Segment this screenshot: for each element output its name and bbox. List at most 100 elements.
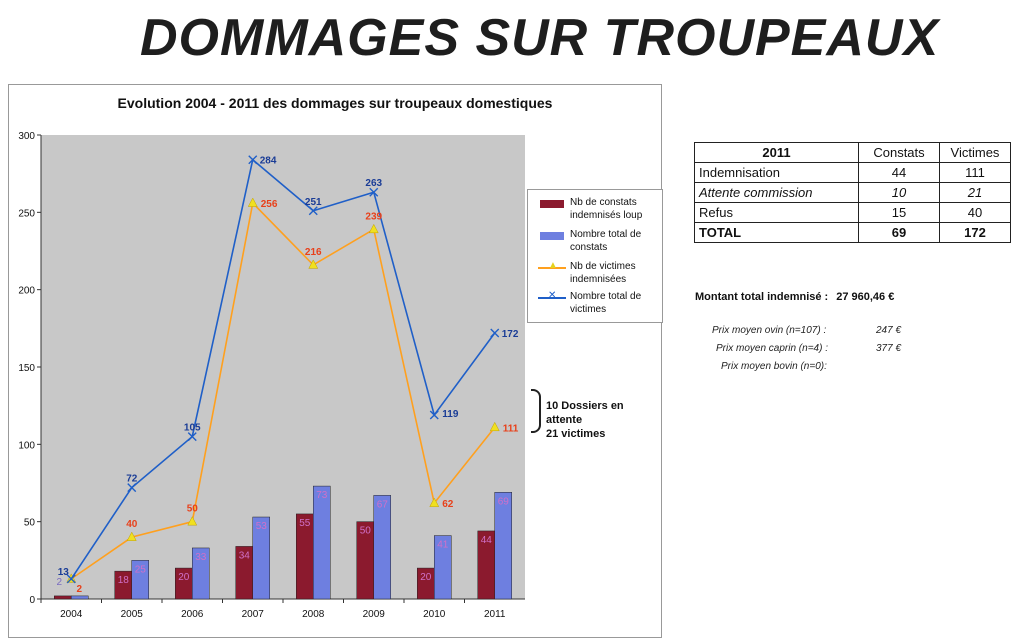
- annotation-line-1: 10 Dossiers en attente: [546, 400, 624, 426]
- total-victimes-marker: [66, 574, 76, 584]
- y-tick-label: 50: [24, 518, 36, 529]
- victimes-marker: [247, 197, 258, 207]
- y-tick-label: 100: [18, 440, 35, 451]
- table-cell-victimes: 172: [939, 222, 1011, 243]
- x-tick-label: 2005: [121, 609, 144, 620]
- table-cell-victimes: 40: [939, 202, 1011, 223]
- table-header-constats: Constats: [858, 142, 940, 163]
- table-cell-constats: 15: [858, 202, 940, 223]
- bar-label-total-constats: 67: [377, 499, 389, 510]
- x-tick-label: 2008: [302, 609, 325, 620]
- legend-item-total-constats: Nombre total de constats: [536, 228, 660, 258]
- bar-label-constats: 20: [420, 572, 432, 583]
- label-total-victimes: 119: [442, 409, 459, 420]
- victimes-marker: [489, 421, 500, 432]
- annotation-line-2: 21 victimes: [546, 428, 606, 440]
- bar-label-constats: 34: [239, 550, 251, 561]
- chart-title: Evolution 2004 - 2011 des dommages sur t…: [117, 95, 553, 111]
- label-victimes: 239: [365, 211, 382, 222]
- legend-label-victimes: Nb de victimes indemnisées: [570, 261, 636, 285]
- legend-swatch-total-constats: [540, 232, 564, 240]
- label-total-victimes: 263: [365, 178, 382, 189]
- chart-frame: Evolution 2004 - 2011 des dommages sur t…: [8, 84, 663, 638]
- prix-caprin-value: 377 €: [876, 343, 902, 354]
- prix-caprin-label: Prix moyen caprin (n=4) :: [716, 343, 828, 354]
- page-title: DOMMAGES SUR TROUPEAUX: [140, 9, 940, 67]
- label-victimes: 216: [305, 247, 322, 258]
- table-cell-label: Attente commission: [694, 182, 859, 203]
- bar-total-constats: [252, 516, 270, 600]
- annotation: 10 Dossiers en attente 21 victimes: [546, 399, 661, 441]
- legend-item-victimes: ▲ Nb de victimes indemnisées: [536, 260, 660, 290]
- table-cell-label: TOTAL: [694, 222, 859, 243]
- bar-total-constats: [373, 495, 391, 600]
- table-cell-constats: 69: [858, 222, 940, 243]
- victimes-marker: [126, 531, 137, 541]
- bar-total-constats: [434, 535, 452, 600]
- legend-label-total-victimes: Nombre total de victimes: [570, 291, 642, 315]
- bar-total-constats: [71, 595, 89, 600]
- label-victimes: 40: [126, 519, 138, 530]
- victimes-marker: [187, 516, 198, 526]
- legend-item-total-victimes: ✕ Nombre total de victimes: [536, 290, 660, 320]
- prix-ovin-value: 247 €: [876, 325, 902, 336]
- table-row: Refus 15 40: [694, 202, 1011, 223]
- y-tick-label: 0: [29, 595, 35, 606]
- table-header-victimes: Victimes: [939, 142, 1011, 163]
- montant-total: Montant total indemnisé : 27 960,46 €: [695, 291, 894, 303]
- y-tick-label: 200: [18, 286, 35, 297]
- bar-label-constats: 55: [299, 518, 311, 529]
- legend-item-constats: Nb de constats indemnisés loup: [536, 196, 660, 226]
- x-marker-icon: ✕: [548, 290, 557, 301]
- annotation-brace: [531, 389, 541, 433]
- table-header-row: 2011 Constats Victimes: [694, 142, 1011, 163]
- bar-label-total-constats: 53: [256, 521, 268, 532]
- label-total-victimes: 172: [502, 329, 519, 340]
- total-victimes-marker: [308, 206, 318, 216]
- table-cell-victimes: 21: [939, 182, 1011, 203]
- plot-area: [41, 135, 525, 599]
- label-total-victimes: 251: [305, 197, 322, 208]
- summary-table: 2011 Constats Victimes Indemnisation 44 …: [694, 142, 1011, 243]
- table-cell-constats: 10: [858, 182, 940, 203]
- bar-total-constats: [494, 492, 512, 600]
- y-tick-label: 150: [18, 363, 35, 374]
- bar-total-constats: [313, 485, 331, 600]
- legend-line-total-victimes: [538, 297, 566, 299]
- table-cell-label: Refus: [694, 202, 859, 223]
- chart-legend: Nb de constats indemnisés loup Nombre to…: [527, 189, 663, 323]
- total-victimes-marker: [187, 432, 197, 442]
- x-tick-label: 2007: [242, 609, 265, 620]
- bar-label-total-constats: 73: [316, 490, 328, 501]
- x-tick-label: 2010: [423, 609, 446, 620]
- legend-line-victimes: [538, 267, 566, 269]
- table-row-total: TOTAL 69 172: [694, 222, 1011, 243]
- total-victimes-marker: [127, 483, 137, 493]
- table-cell-label: Indemnisation: [694, 162, 859, 183]
- victimes-line: [70, 201, 496, 580]
- label-victimes: 50: [187, 504, 199, 515]
- table-row: Indemnisation 44 111: [694, 162, 1011, 183]
- label-2004-constats: 2: [56, 577, 62, 588]
- bar-total-constats: [192, 547, 210, 600]
- victimes-marker: [429, 497, 440, 507]
- label-total-victimes: 13: [58, 567, 70, 578]
- bar-label-constats: 20: [178, 572, 190, 583]
- y-tick-label: 250: [18, 208, 35, 219]
- montant-label: Montant total indemnisé :: [695, 291, 829, 303]
- x-tick-label: 2006: [181, 609, 204, 620]
- bar-constats: [54, 595, 72, 600]
- x-tick-label: 2009: [363, 609, 386, 620]
- label-victimes: 2: [76, 584, 82, 595]
- legend-label-constats: Nb de constats indemnisés loup: [570, 197, 643, 221]
- x-tick-label: 2011: [484, 609, 506, 620]
- x-tick-label: 2004: [60, 609, 83, 620]
- table-cell-victimes: 111: [939, 162, 1011, 183]
- label-total-victimes: 105: [184, 423, 201, 434]
- victimes-marker: [308, 259, 319, 269]
- label-victimes: 256: [261, 199, 278, 210]
- label-total-victimes: 72: [126, 474, 138, 485]
- label-victimes: 111: [503, 423, 519, 434]
- total-victimes-marker: [369, 187, 379, 197]
